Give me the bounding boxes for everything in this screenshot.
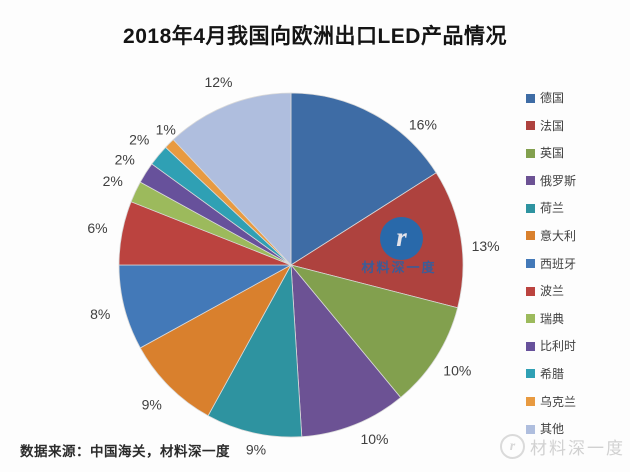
legend-item-荷兰: 荷兰 [526,202,576,214]
legend-swatch [526,424,535,434]
slice-label: 12% [204,74,232,90]
slice-label: 16% [409,116,437,132]
slice-label: 1% [156,122,176,138]
legend-label: 西班牙 [540,256,577,271]
legend-label: 荷兰 [540,201,565,216]
legend-swatch [526,231,535,241]
legend-label: 波兰 [540,284,565,299]
legend-swatch [526,148,535,158]
legend-swatch [526,259,535,269]
pie-slice-德国 [290,92,437,266]
legend-label: 俄罗斯 [540,173,577,188]
pie-slice-荷兰 [207,263,303,438]
legend-label: 希腊 [540,366,565,381]
legend-swatch [526,369,535,379]
legend-swatch [526,286,535,296]
data-source-note: 数据来源：中国海关，材料深一度 [20,444,230,459]
legend-item-英国: 英国 [526,147,576,159]
legend-swatch [526,176,535,186]
legend-item-西班牙: 西班牙 [526,258,576,270]
slice-label: 9% [246,441,266,457]
legend-label: 乌克兰 [540,394,577,409]
legend-label: 德国 [540,91,565,105]
watermark-logo-icon: r [396,221,407,252]
legend-label: 英国 [540,146,565,161]
legend: 德国法国英国俄罗斯荷兰意大利西班牙波兰瑞典比利时希腊乌克兰其他 [526,92,576,451]
chart-title: 2018年4月我国向欧洲出口LED产品情况 [123,25,507,48]
legend-item-意大利: 意大利 [526,230,576,242]
slice-label: 2% [129,131,149,147]
legend-item-希腊: 希腊 [526,368,576,380]
legend-swatch [526,397,535,407]
corner-watermark-logo-icon: r [500,434,525,459]
slice-label: 9% [142,396,162,412]
pie-slice-俄罗斯 [290,263,402,438]
legend-item-俄罗斯: 俄罗斯 [526,175,576,187]
legend-item-法国: 法国 [526,120,576,132]
center-watermark-text: 材料深一度 [361,260,437,275]
legend-swatch [526,341,535,351]
slice-label: 8% [90,306,110,322]
pie-slice-意大利 [139,263,293,417]
legend-swatch [526,314,535,324]
legend-item-比利时: 比利时 [526,340,576,352]
corner-watermark-text: 材料深一度 [530,439,625,458]
legend-swatch [526,121,535,131]
legend-item-瑞典: 瑞典 [526,313,576,325]
legend-item-波兰: 波兰 [526,285,576,297]
pie-slice-其他 [172,92,292,267]
pie-slice-法国 [290,172,464,309]
slice-label: 10% [443,363,471,379]
corner-watermark: r 材料深一度 [500,434,625,459]
legend-label: 其他 [540,422,565,437]
legend-label: 比利时 [540,339,577,354]
slice-label: 6% [87,220,107,236]
legend-swatch [526,93,535,103]
legend-item-德国: 德国 [526,92,576,104]
center-watermark-logo: r [380,217,423,260]
legend-label: 意大利 [540,228,577,243]
slice-label: 10% [360,431,388,447]
legend-label: 法国 [540,118,565,133]
slice-label: 2% [103,173,123,189]
legend-item-其他: 其他 [526,423,576,435]
legend-item-乌克兰: 乌克兰 [526,396,576,408]
legend-label: 瑞典 [540,311,565,326]
pie-slice-英国 [289,264,459,399]
slice-label: 2% [115,151,135,167]
slice-label: 13% [472,238,500,254]
legend-swatch [526,203,535,213]
